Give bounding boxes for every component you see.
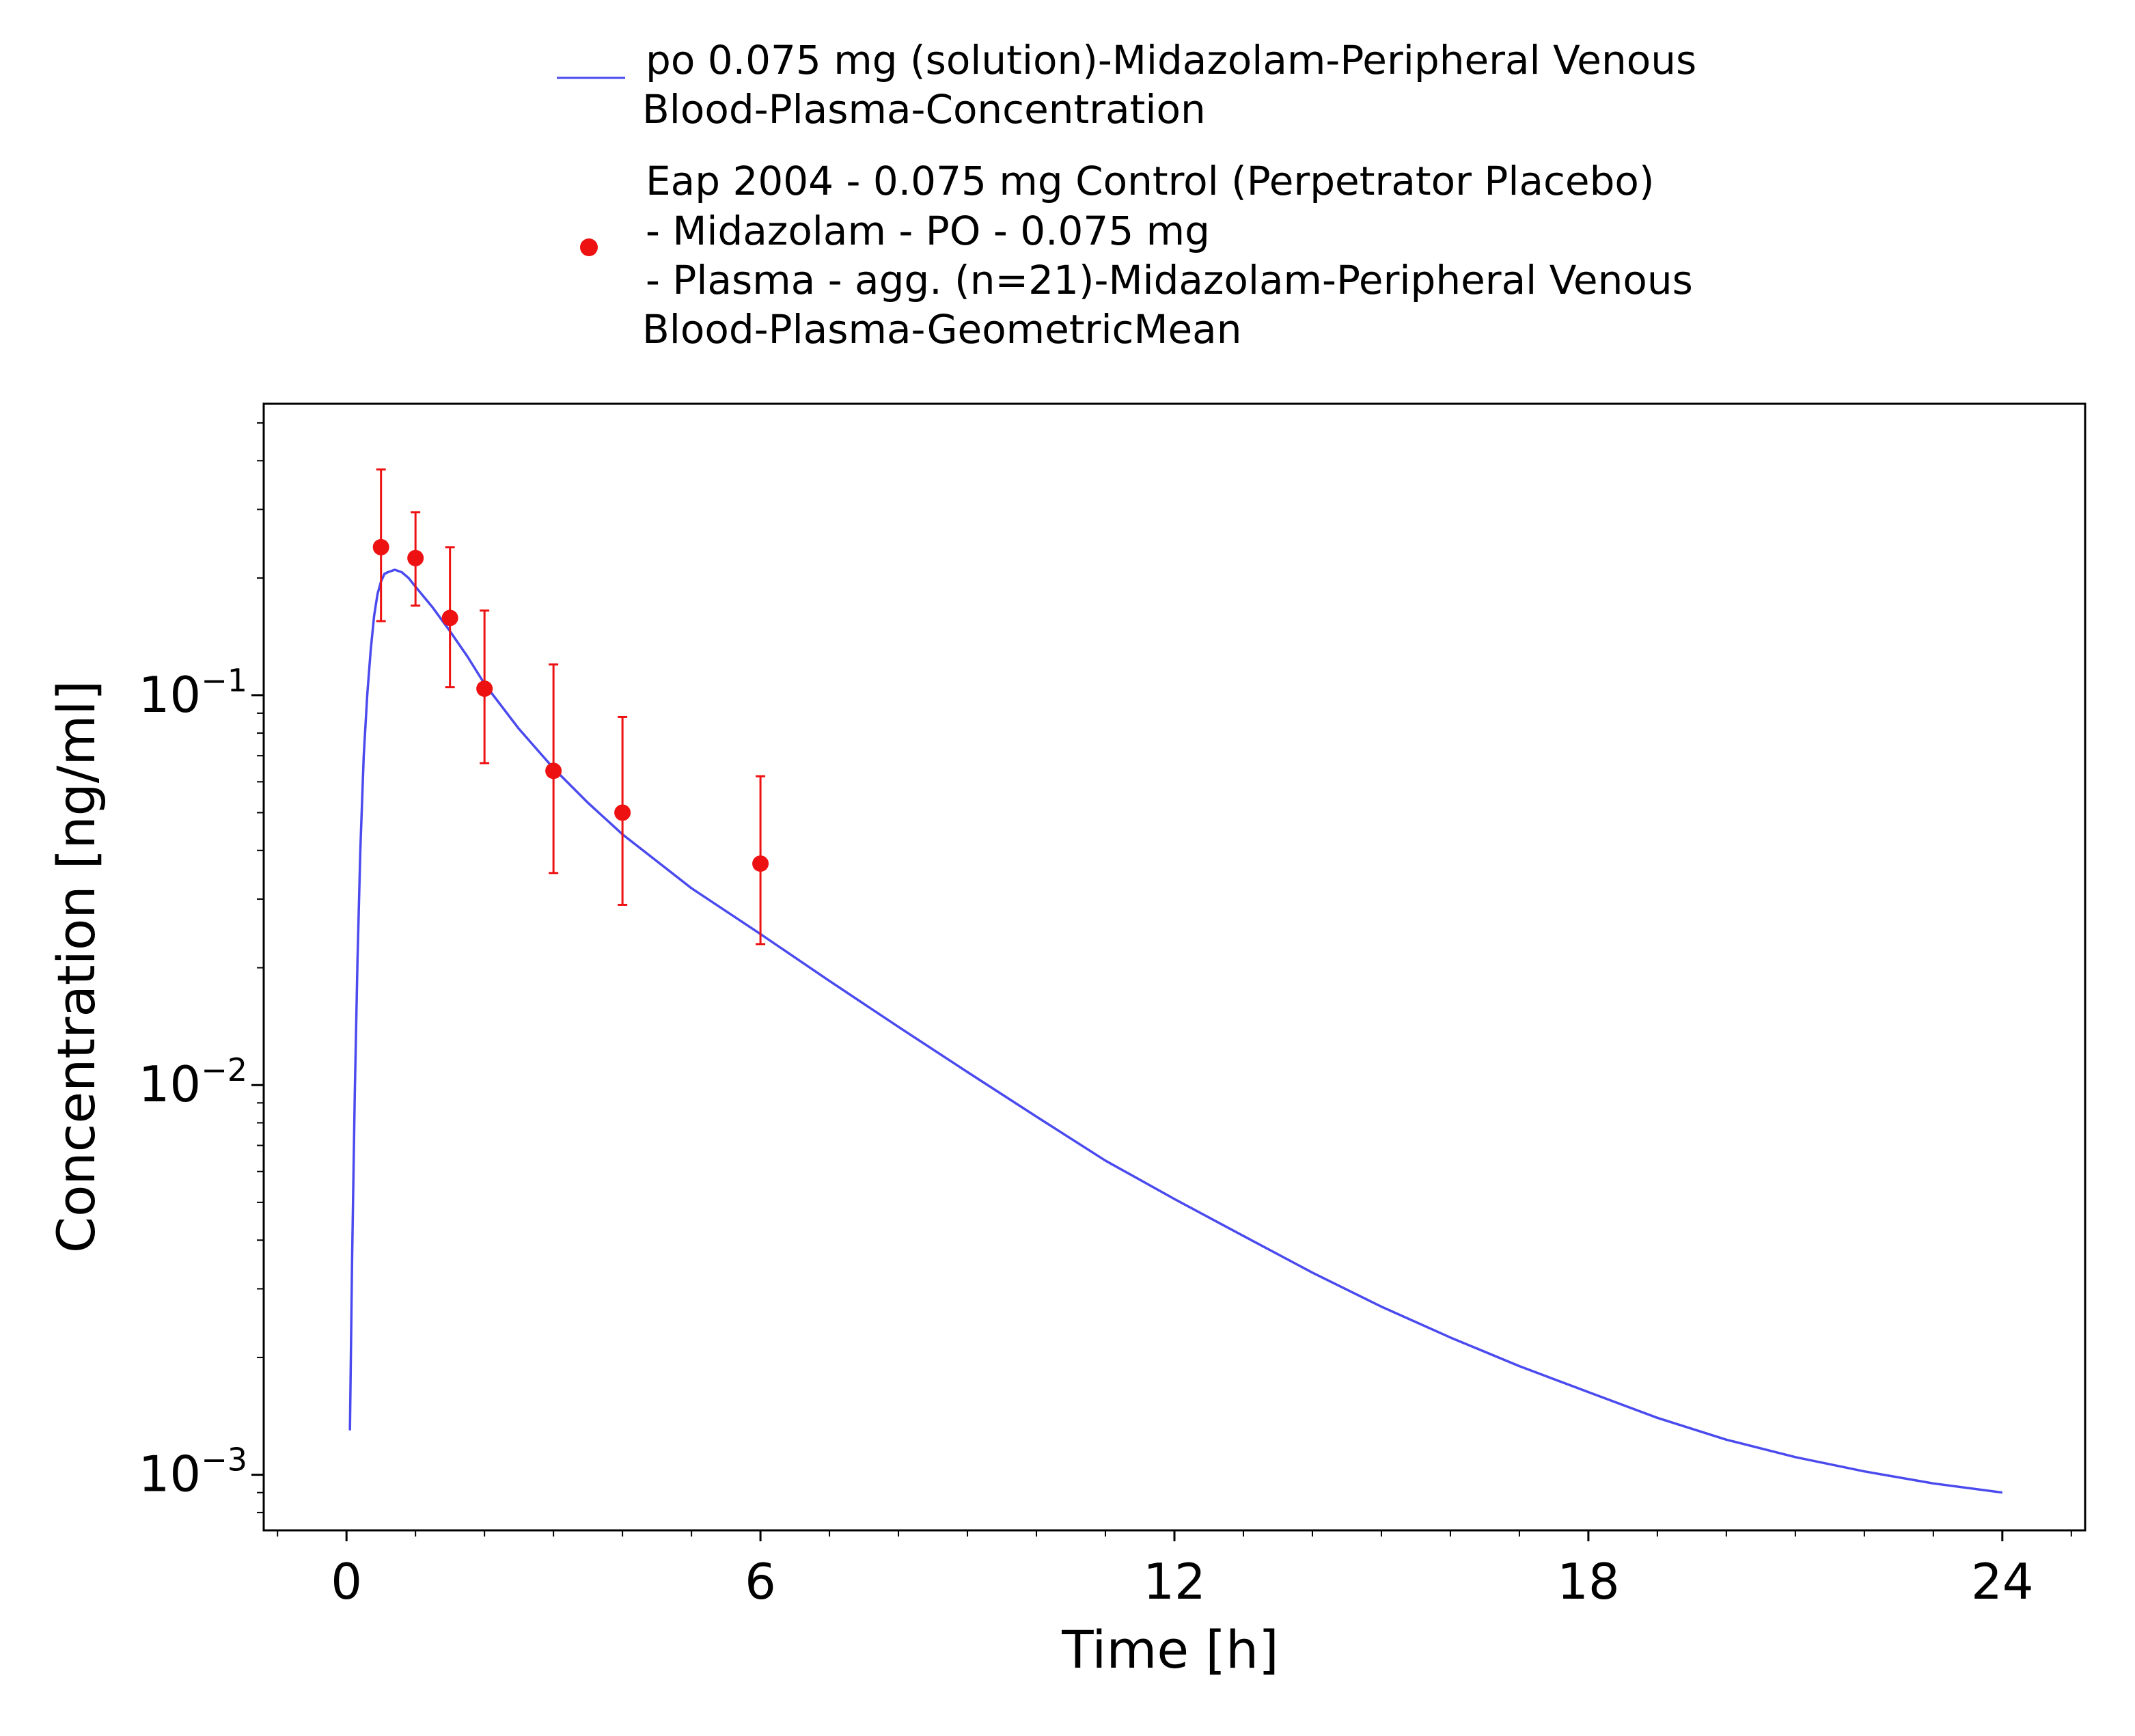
observed-point [476, 680, 493, 698]
legend-item-1-line-1: po 0.075 mg (solution)-Midazolam-Periphe… [646, 37, 1696, 83]
y-tick-label: 10−3 [139, 1442, 247, 1503]
x-tick-label: 12 [1143, 1553, 1206, 1610]
observed-point-group [545, 663, 562, 874]
observed-point-group [614, 715, 631, 906]
observed-point-group [752, 775, 769, 946]
series-layer [348, 468, 2003, 1494]
x-axis-ticks: 0 6 12 18 24 [277, 1530, 2072, 1610]
observed-point [441, 609, 458, 626]
legend-item-2-line-4: Blood-Plasma-GeometricMean [642, 306, 1241, 353]
legend-item-2-line-3: - Plasma - agg. (n=21)-Midazolam-Periphe… [646, 257, 1693, 303]
observed-point-group [372, 468, 389, 622]
observed-point [752, 855, 769, 872]
observed-point-group [441, 546, 458, 689]
x-tick-label: 6 [745, 1553, 776, 1610]
legend-dot-marker [580, 238, 598, 256]
observed-point [614, 804, 631, 821]
x-axis-title: Time [h] [1061, 1619, 1279, 1680]
x-tick-label: 24 [1971, 1553, 2034, 1610]
y-axis-ticks: 10−1 10−2 10−3 [139, 422, 264, 1513]
y-tick-label: 10−2 [139, 1051, 247, 1113]
legend-item-2-line-2: - Midazolam - PO - 0.075 mg [646, 208, 1210, 254]
observed-point-group [407, 511, 424, 607]
observed-point [372, 538, 389, 555]
legend-item-1-line-2: Blood-Plasma-Concentration [642, 86, 1206, 133]
observed-point [407, 549, 424, 566]
x-tick-label: 0 [331, 1553, 362, 1610]
legend-item-2-line-1: Eap 2004 - 0.075 mg Control (Perpetrator… [646, 158, 1655, 204]
observed-point [545, 762, 562, 780]
legend: po 0.075 mg (solution)-Midazolam-Periphe… [557, 37, 1696, 353]
observed-point-group [476, 609, 493, 764]
y-axis-title: Concentration [ng/ml] [46, 680, 107, 1253]
x-tick-label: 18 [1557, 1553, 1620, 1610]
y-tick-label: 10−1 [139, 662, 247, 724]
